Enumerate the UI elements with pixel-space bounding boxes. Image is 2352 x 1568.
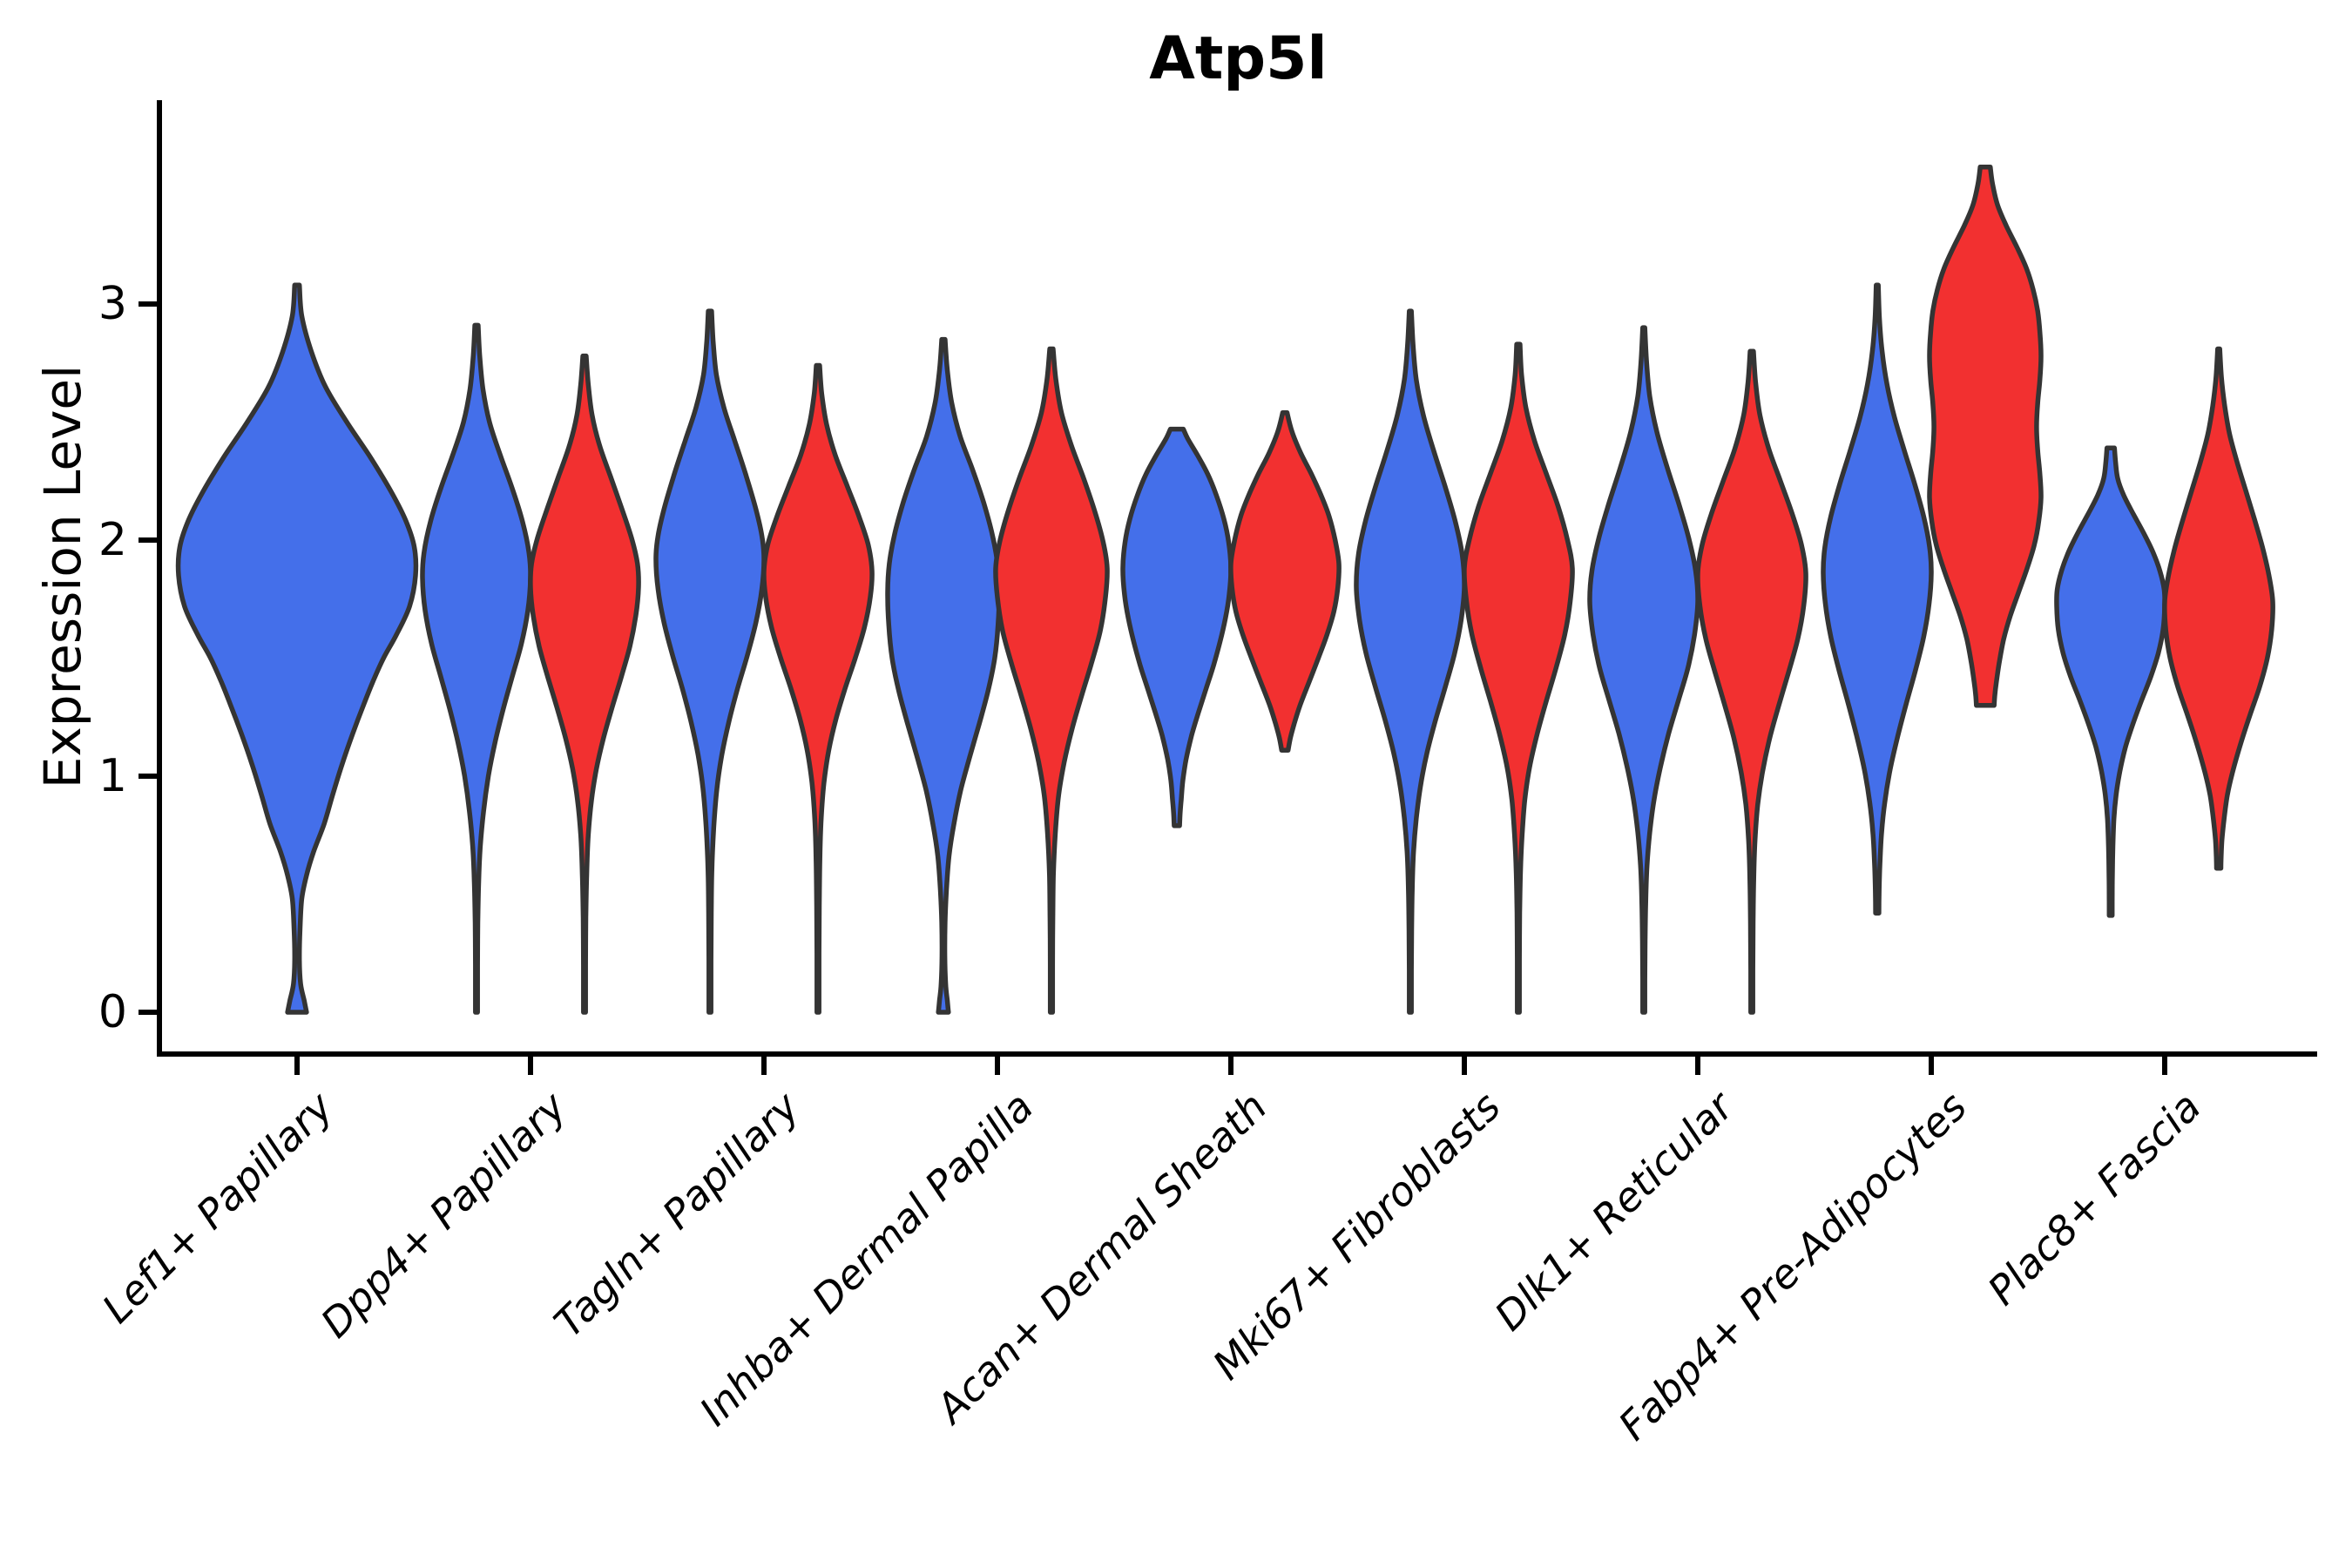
violin-mki67-fibroblasts-red — [1462, 341, 1575, 1015]
violin-mki67-fibroblasts-blue — [1354, 308, 1467, 1015]
violin-inhba-dermal-papilla-red — [993, 346, 1110, 1015]
violin-fabp4-pre-adipocytes-red — [1927, 165, 2044, 708]
violin-acan-dermal-sheath-red — [1228, 409, 1342, 753]
violin-dlk1-reticular-red — [1695, 348, 1808, 1015]
violin-lef1-papillary-blue — [175, 282, 419, 1015]
violin-acan-dermal-sheath-blue — [1120, 426, 1233, 828]
y-tick-label-0: 0 — [98, 986, 127, 1038]
y-tick-label-3: 3 — [98, 278, 127, 330]
violin-dlk1-reticular-blue — [1587, 325, 1700, 1015]
violin-inhba-dermal-papilla-blue — [885, 336, 1002, 1015]
violin-plac8-fascia-red — [2162, 346, 2275, 871]
chart-title: Atp5l — [1149, 24, 1328, 93]
violin-dpp4-papillary-red — [528, 353, 641, 1015]
violin-tagln-papillary-red — [761, 362, 875, 1015]
y-axis-label: Expression Level — [33, 364, 92, 789]
y-tick-label-1: 1 — [98, 750, 127, 802]
violin-plac8-fascia-blue — [2054, 445, 2167, 918]
violin-tagln-papillary-blue — [653, 308, 767, 1015]
violin-dpp4-papillary-blue — [420, 322, 533, 1015]
violin-fabp4-pre-adipocytes-blue — [1821, 282, 1934, 916]
y-tick-label-2: 2 — [98, 514, 127, 566]
